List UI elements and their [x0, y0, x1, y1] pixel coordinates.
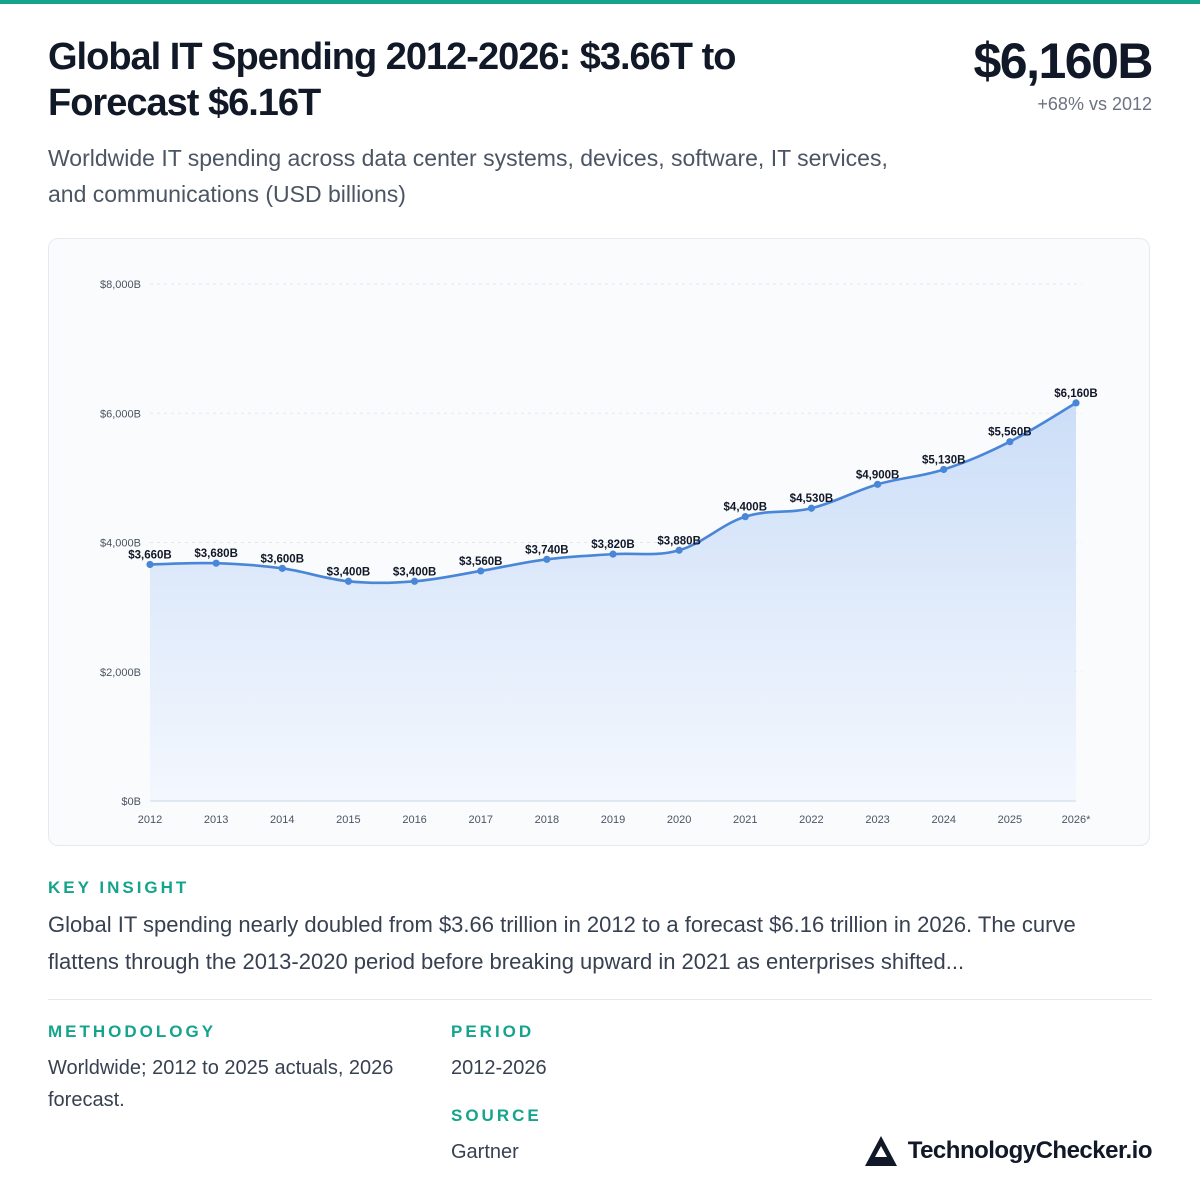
data-point	[1072, 399, 1080, 407]
period-label: PERIOD	[451, 1022, 535, 1041]
x-tick-label: 2017	[468, 814, 492, 826]
x-tick-label: 2012	[138, 814, 162, 826]
x-tick-label: 2019	[601, 814, 625, 826]
data-point	[344, 577, 353, 585]
y-tick-label: $2,000B	[100, 667, 141, 679]
data-point	[609, 550, 617, 558]
data-label: $4,900B	[856, 469, 899, 481]
x-tick-label: 2018	[535, 814, 559, 826]
data-label: $3,740B	[525, 544, 568, 556]
page-title: Global IT Spending 2012-2026: $3.66T to …	[48, 36, 736, 124]
data-point	[212, 559, 220, 567]
data-point	[675, 546, 683, 554]
data-label: $3,600B	[261, 553, 304, 565]
x-tick-label: 2015	[336, 814, 360, 826]
x-tick-label: 2024	[931, 814, 955, 826]
data-point	[543, 555, 551, 563]
y-tick-label: $0B	[121, 796, 141, 808]
divider	[48, 999, 1152, 1000]
data-label: $4,400B	[724, 502, 767, 514]
data-label: $3,400B	[393, 566, 436, 578]
data-point	[477, 567, 485, 575]
brand-name: TechnologyChecker.io	[907, 1137, 1153, 1164]
x-tick-label: 2016	[402, 814, 426, 826]
data-label: $3,400B	[327, 566, 370, 578]
x-tick-label: 2026*	[1062, 814, 1091, 826]
data-point	[873, 480, 882, 488]
chart-card: $0B $2,000B $4,000B $6,000B $8,000B $3,660B 20…	[48, 238, 1150, 846]
source-label: SOURCE	[451, 1106, 542, 1125]
methodology-text: Worldwide; 2012 to 2025 actuals, 2026 fo…	[48, 1057, 394, 1111]
data-label: $3,660B	[128, 549, 171, 561]
data-label: $3,560B	[459, 556, 502, 568]
x-tick-label: 2023	[865, 814, 889, 826]
data-point	[807, 504, 816, 512]
headline-value: $6,160B	[973, 33, 1153, 89]
area-chart: $0B $2,000B $4,000B $6,000B $8,000B $3,660B 20…	[100, 279, 1098, 826]
data-label: $4,530B	[790, 493, 833, 505]
source-text: Gartner	[451, 1141, 519, 1163]
data-label: $3,680B	[194, 548, 237, 560]
x-tick-label: 2014	[270, 814, 294, 826]
data-point	[741, 513, 749, 521]
data-point	[940, 465, 948, 474]
x-tick-label: 2013	[204, 814, 228, 826]
x-tick-label: 2025	[998, 814, 1022, 826]
data-label: $3,820B	[591, 539, 634, 551]
data-point	[146, 560, 154, 569]
top-accent-bar	[0, 0, 1200, 4]
data-label: $3,880B	[657, 535, 700, 547]
brand-logo: TechnologyChecker.io	[864, 1135, 1153, 1167]
data-label: $6,160B	[1054, 388, 1097, 400]
y-tick-label: $6,000B	[100, 408, 141, 420]
insight-label: KEY INSIGHT	[48, 878, 190, 897]
data-point	[1006, 438, 1014, 446]
x-tick-label: 2022	[799, 814, 823, 826]
data-point	[410, 577, 419, 585]
data-label: $5,130B	[922, 454, 965, 466]
chart-subtitle: Worldwide IT spending across data center…	[48, 145, 888, 207]
x-tick-label: 2020	[667, 814, 691, 826]
insight-text: Global IT spending nearly doubled from $…	[48, 912, 1076, 974]
triangle-logo-icon	[864, 1136, 897, 1166]
headline-change: +68% vs 2012	[1037, 94, 1152, 114]
y-tick-label: $4,000B	[100, 538, 141, 550]
data-label: $5,560B	[988, 427, 1031, 439]
x-tick-label: 2021	[733, 814, 757, 826]
y-tick-label: $8,000B	[100, 279, 141, 291]
period-text: 2012-2026	[451, 1057, 547, 1079]
data-point	[278, 564, 286, 572]
series-area	[150, 402, 1076, 801]
methodology-label: METHODOLOGY	[48, 1022, 217, 1041]
